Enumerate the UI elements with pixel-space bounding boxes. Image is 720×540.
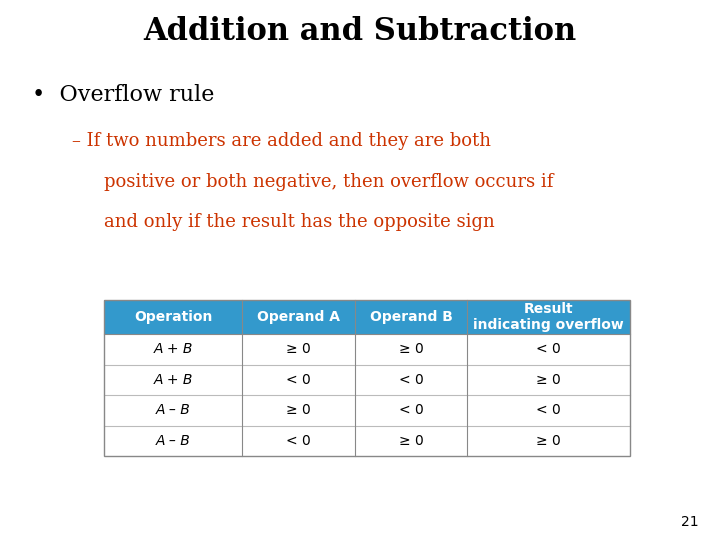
Text: – If two numbers are added and they are both: – If two numbers are added and they are … — [72, 132, 491, 150]
Text: < 0: < 0 — [286, 434, 311, 448]
Text: ≥ 0: ≥ 0 — [286, 342, 311, 356]
Text: A + B: A + B — [153, 342, 193, 356]
Text: ≥ 0: ≥ 0 — [536, 434, 561, 448]
Bar — [355, 300, 467, 334]
Bar — [467, 364, 630, 395]
Text: < 0: < 0 — [536, 403, 561, 417]
Text: ≥ 0: ≥ 0 — [286, 403, 311, 417]
Bar — [242, 334, 355, 364]
Bar — [104, 364, 242, 395]
Bar — [355, 426, 467, 456]
Bar — [104, 300, 630, 456]
Text: Result
indicating overflow: Result indicating overflow — [473, 302, 624, 332]
Bar — [467, 426, 630, 456]
Bar — [467, 300, 630, 334]
Bar — [355, 364, 467, 395]
Bar — [467, 334, 630, 364]
Bar — [104, 300, 242, 334]
Text: 21: 21 — [681, 515, 698, 529]
Text: ≥ 0: ≥ 0 — [536, 373, 561, 387]
Text: ≥ 0: ≥ 0 — [399, 342, 423, 356]
Text: < 0: < 0 — [399, 373, 423, 387]
Bar — [104, 395, 242, 426]
Text: and only if the result has the opposite sign: and only if the result has the opposite … — [104, 213, 495, 231]
Text: Operand A: Operand A — [257, 310, 340, 324]
Text: A + B: A + B — [153, 373, 193, 387]
Text: ≥ 0: ≥ 0 — [399, 434, 423, 448]
Bar — [467, 395, 630, 426]
Text: < 0: < 0 — [286, 373, 311, 387]
Text: Operation: Operation — [134, 310, 212, 324]
Bar — [104, 334, 242, 364]
Text: positive or both negative, then overflow occurs if: positive or both negative, then overflow… — [104, 173, 554, 191]
Bar — [242, 395, 355, 426]
Text: A – B: A – B — [156, 434, 191, 448]
Text: Addition and Subtraction: Addition and Subtraction — [143, 16, 577, 47]
Text: < 0: < 0 — [399, 403, 423, 417]
Bar — [355, 334, 467, 364]
Bar — [104, 426, 242, 456]
Text: < 0: < 0 — [536, 342, 561, 356]
Text: •  Overflow rule: • Overflow rule — [32, 84, 215, 106]
Text: Operand B: Operand B — [369, 310, 452, 324]
Bar — [242, 426, 355, 456]
Text: A – B: A – B — [156, 403, 191, 417]
Bar — [355, 395, 467, 426]
Bar — [242, 364, 355, 395]
Bar — [242, 300, 355, 334]
